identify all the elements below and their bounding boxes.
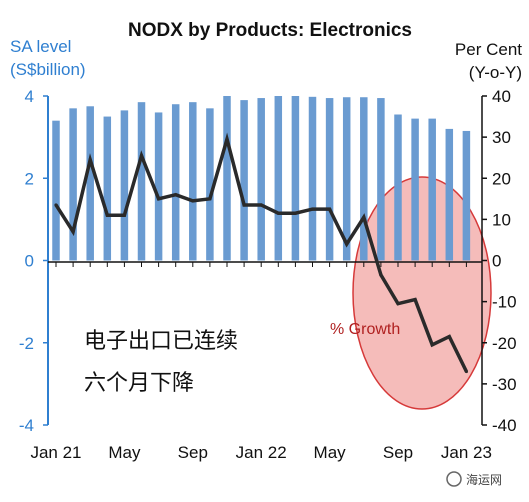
growth-point-10: [225, 137, 229, 141]
bar-24: [462, 130, 471, 261]
x-tick-label: Jan 21: [30, 443, 81, 462]
bar-14: [291, 96, 300, 261]
x-tick-label: Sep: [178, 443, 208, 462]
growth-point-15: [310, 207, 315, 211]
right-tick-label: 10: [492, 210, 511, 229]
left-tick-label: 2: [25, 169, 34, 188]
growth-point-21: [413, 297, 417, 302]
left-axis-ticks: 4 2 0 -2 -4: [19, 87, 48, 435]
right-tick-label: -10: [492, 293, 517, 312]
growth-point-18: [362, 215, 366, 219]
growth-point-9: [208, 197, 212, 201]
growth-point-16: [328, 207, 332, 211]
right-tick-label: -30: [492, 375, 517, 394]
growth-point-12: [259, 203, 263, 207]
bar-19: [377, 98, 385, 261]
chart-title: NODX by Products: Electronics: [128, 20, 412, 41]
right-axis-label-line1: Per Cent: [455, 40, 522, 59]
bar-10: [223, 96, 231, 261]
right-axis-label-line2: (Y-o-Y): [469, 63, 522, 82]
highlight-ellipse: [352, 176, 492, 410]
right-tick-label: 30: [492, 128, 511, 147]
bar-4: [120, 110, 129, 261]
bar-18: [360, 97, 368, 261]
left-tick-label: -4: [19, 416, 34, 435]
right-tick-label: -20: [492, 334, 517, 353]
bar-22: [428, 118, 436, 261]
bar-7: [171, 104, 180, 261]
annotation-line2: 六个月下降: [84, 371, 194, 396]
bar-17: [342, 97, 351, 261]
growth-point-0: [54, 203, 58, 207]
bar-5: [137, 102, 146, 261]
bar-1: [69, 108, 77, 261]
bar-16: [325, 98, 334, 261]
growth-series-label: % Growth: [330, 321, 400, 338]
left-axis-label-line2: (S$billion): [10, 60, 86, 79]
growth-line-points: [54, 137, 468, 374]
x-tick-label: May: [108, 443, 141, 462]
bar-15: [308, 96, 317, 261]
bar-8: [189, 102, 197, 261]
bar-21: [411, 118, 419, 261]
growth-point-3: [105, 213, 109, 217]
x-axis-ticks: Jan 21 May Sep Jan 22 May Sep Jan 23: [30, 443, 491, 462]
growth-point-23: [447, 334, 451, 339]
bar-6: [154, 112, 163, 261]
right-tick-label: 20: [492, 169, 511, 188]
growth-point-13: [276, 211, 280, 215]
growth-point-4: [122, 213, 126, 217]
bar-12: [257, 98, 265, 261]
left-tick-label: 4: [25, 87, 34, 106]
bar-20: [394, 114, 402, 261]
growth-point-8: [191, 199, 195, 203]
right-tick-label: -40: [492, 416, 517, 435]
right-tick-label: 40: [492, 87, 511, 106]
bar-2: [86, 106, 94, 261]
left-tick-label: 0: [25, 252, 34, 271]
bar-9: [206, 108, 214, 261]
growth-point-7: [174, 193, 178, 197]
growth-point-24: [464, 369, 468, 374]
wechat-icon: [446, 471, 462, 487]
bar-23: [445, 128, 454, 261]
growth-point-2: [88, 158, 92, 162]
watermark: 海运网: [446, 471, 502, 487]
left-axis-label-line1: SA level: [10, 37, 71, 56]
x-tick-label: Jan 23: [441, 443, 492, 462]
bar-3: [103, 116, 112, 261]
growth-point-11: [242, 203, 246, 207]
left-tick-label: -2: [19, 334, 34, 353]
growth-point-5: [139, 154, 144, 158]
growth-point-22: [430, 343, 434, 347]
x-tick-label: Sep: [383, 443, 413, 462]
x-tick-label: May: [314, 443, 347, 462]
growth-point-1: [71, 230, 75, 234]
growth-point-17: [345, 242, 349, 246]
x-tick-label: Jan 22: [236, 443, 287, 462]
growth-point-6: [157, 197, 161, 201]
bar-13: [274, 96, 283, 261]
bar-0: [52, 120, 60, 261]
growth-point-20: [396, 302, 400, 306]
right-tick-label: 0: [492, 252, 501, 271]
growth-point-19: [379, 273, 383, 277]
growth-point-14: [293, 211, 297, 215]
bar-11: [240, 100, 248, 261]
annotation-line1: 电子出口已连续: [84, 329, 238, 354]
right-axis-ticks: 40 30 20 10 0 -10 -20 -30 -40: [482, 87, 517, 435]
bar-series: [52, 96, 471, 261]
watermark-text: 海运网: [466, 472, 502, 487]
